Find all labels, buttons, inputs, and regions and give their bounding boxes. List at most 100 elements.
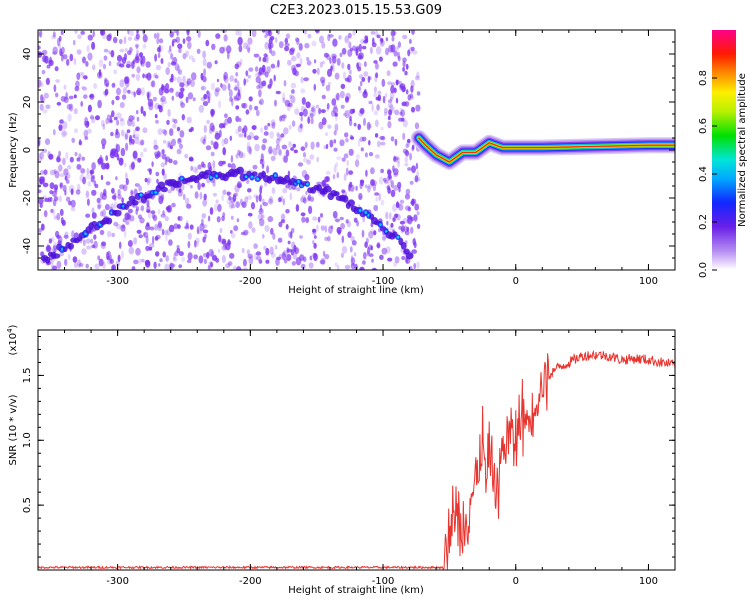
noise-blob xyxy=(97,204,101,210)
noise-blob xyxy=(157,52,161,59)
noise-blob xyxy=(245,109,250,115)
noise-blob xyxy=(416,91,421,96)
noise-blob xyxy=(225,242,231,251)
noise-blob xyxy=(118,241,122,249)
noise-blob xyxy=(292,143,297,148)
noise-blob xyxy=(405,143,409,148)
noise-blob xyxy=(73,108,78,115)
noise-blob xyxy=(175,36,181,44)
noise-blob xyxy=(70,199,76,208)
noise-blob xyxy=(347,63,351,71)
noise-blob xyxy=(368,244,373,251)
noise-blob xyxy=(146,209,151,213)
noise-blob xyxy=(109,254,113,263)
noise-blob xyxy=(39,103,44,111)
noise-blob xyxy=(234,84,238,91)
noise-blob xyxy=(82,176,86,185)
noise-blob xyxy=(62,121,68,130)
noise-blob xyxy=(143,231,149,238)
noise-blob xyxy=(116,54,123,62)
noise-blob xyxy=(404,162,409,167)
noise-blob xyxy=(300,146,306,152)
noise-blob xyxy=(248,147,252,155)
noise-blob xyxy=(80,85,86,90)
noise-blob xyxy=(236,180,242,188)
noise-blob xyxy=(359,179,365,184)
noise-blob xyxy=(314,30,319,33)
noise-blob xyxy=(248,221,253,230)
noise-blob xyxy=(396,46,399,51)
noise-blob xyxy=(250,202,256,210)
noise-blob xyxy=(410,85,414,93)
noise-blob xyxy=(352,108,355,114)
noise-blob xyxy=(131,120,135,128)
noise-blob xyxy=(282,188,288,194)
noise-blob xyxy=(359,182,363,190)
noise-blob xyxy=(368,253,374,258)
noise-blob xyxy=(186,30,190,33)
noise-blob xyxy=(340,252,344,258)
noise-blob xyxy=(333,130,337,136)
noise-blob xyxy=(275,64,280,69)
noise-blob xyxy=(332,173,336,180)
noise-blob xyxy=(336,264,340,270)
noise-blob xyxy=(319,259,326,265)
noise-blob xyxy=(131,60,136,68)
noise-blob xyxy=(306,57,310,61)
noise-blob xyxy=(110,50,115,58)
noise-blob xyxy=(264,71,269,78)
noise-blob xyxy=(377,90,382,95)
noise-blob xyxy=(316,181,322,186)
noise-blob xyxy=(255,195,259,203)
noise-blob xyxy=(280,133,285,138)
noise-blob xyxy=(138,52,144,58)
noise-blob xyxy=(313,59,317,64)
noise-blob xyxy=(285,33,291,39)
noise-blob xyxy=(207,215,211,222)
noise-blob xyxy=(196,226,200,235)
noise-blob xyxy=(264,182,268,187)
noise-blob xyxy=(332,210,338,219)
noise-blob xyxy=(371,267,377,270)
noise-blob xyxy=(218,100,222,109)
noise-blob xyxy=(169,128,174,137)
noise-blob xyxy=(91,116,96,124)
noise-blob xyxy=(185,197,190,206)
noise-blob xyxy=(121,57,127,64)
noise-blob xyxy=(164,88,170,94)
y-tick-label: 1.0 xyxy=(22,432,33,448)
noise-blob xyxy=(160,192,165,200)
noise-blob xyxy=(198,255,204,264)
noise-blob xyxy=(178,264,182,269)
noise-blob xyxy=(287,102,293,108)
noise-blob xyxy=(175,91,180,98)
noise-blob xyxy=(83,120,87,126)
noise-blob xyxy=(155,64,162,71)
noise-blob xyxy=(235,153,239,159)
noise-blob xyxy=(226,45,232,54)
noise-blob xyxy=(107,230,112,238)
noise-blob xyxy=(58,43,61,49)
noise-blob xyxy=(415,104,421,112)
noise-blob xyxy=(82,239,86,247)
noise-blob xyxy=(59,195,62,203)
noise-blob xyxy=(207,162,212,170)
noise-blob xyxy=(294,247,300,255)
noise-blob xyxy=(102,63,107,70)
noise-blob xyxy=(409,226,414,234)
noise-blob xyxy=(318,121,324,130)
noise-blob xyxy=(85,190,90,198)
noise-blob xyxy=(154,102,160,110)
noise-blob xyxy=(296,187,301,192)
noise-blob xyxy=(339,139,345,147)
noise-blob xyxy=(220,83,223,88)
noise-blob xyxy=(400,229,405,234)
noise-blob xyxy=(85,263,89,269)
noise-blob xyxy=(118,63,125,68)
noise-blob xyxy=(187,232,192,240)
noise-blob xyxy=(236,266,242,270)
noise-blob xyxy=(87,104,92,113)
noise-blob xyxy=(409,38,412,44)
noise-blob xyxy=(315,104,320,109)
noise-blob xyxy=(206,251,210,259)
